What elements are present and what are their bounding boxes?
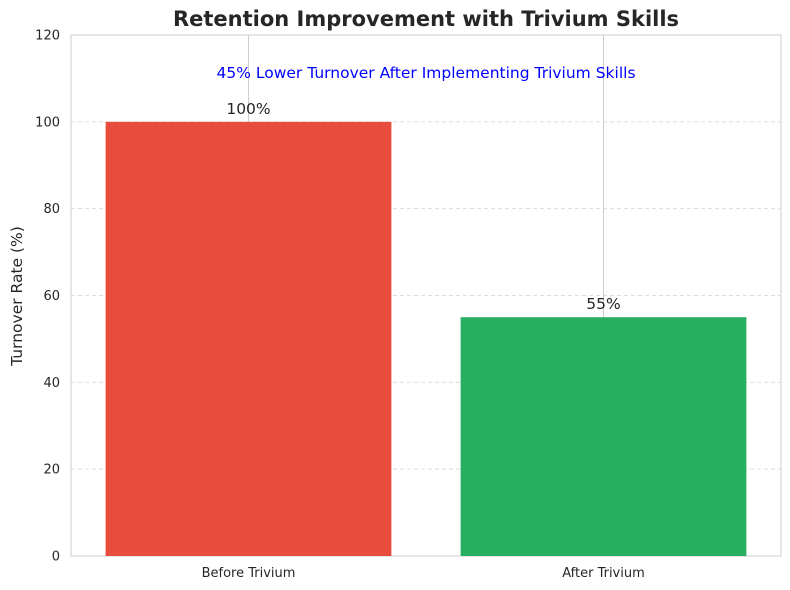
y-tick-labels: 0 20 40 60 80 100 120 (35, 29, 60, 565)
y-tick-label: 0 (52, 550, 60, 565)
y-tick-label: 120 (35, 29, 60, 44)
y-axis-label: Turnover Rate (%) (8, 226, 26, 367)
annotation: 45% Lower Turnover After Implementing Tr… (216, 64, 635, 82)
y-tick-label: 40 (43, 376, 60, 391)
y-tick-label: 20 (43, 463, 60, 478)
y-tick-label: 80 (43, 202, 60, 217)
bar (105, 121, 392, 556)
x-tick-label: Before Trivium (202, 566, 296, 581)
y-tick-label: 60 (43, 289, 60, 304)
x-tick-labels: Before Trivium After Trivium (202, 566, 645, 581)
data-labels: 100% 55% (226, 100, 620, 313)
x-tick-label: After Trivium (562, 566, 645, 581)
bars (105, 121, 747, 556)
data-label: 100% (226, 100, 270, 118)
y-tick-label: 100 (35, 115, 60, 130)
bar (460, 317, 747, 556)
data-label: 55% (586, 295, 620, 313)
chart-title: Retention Improvement with Trivium Skill… (173, 7, 679, 31)
